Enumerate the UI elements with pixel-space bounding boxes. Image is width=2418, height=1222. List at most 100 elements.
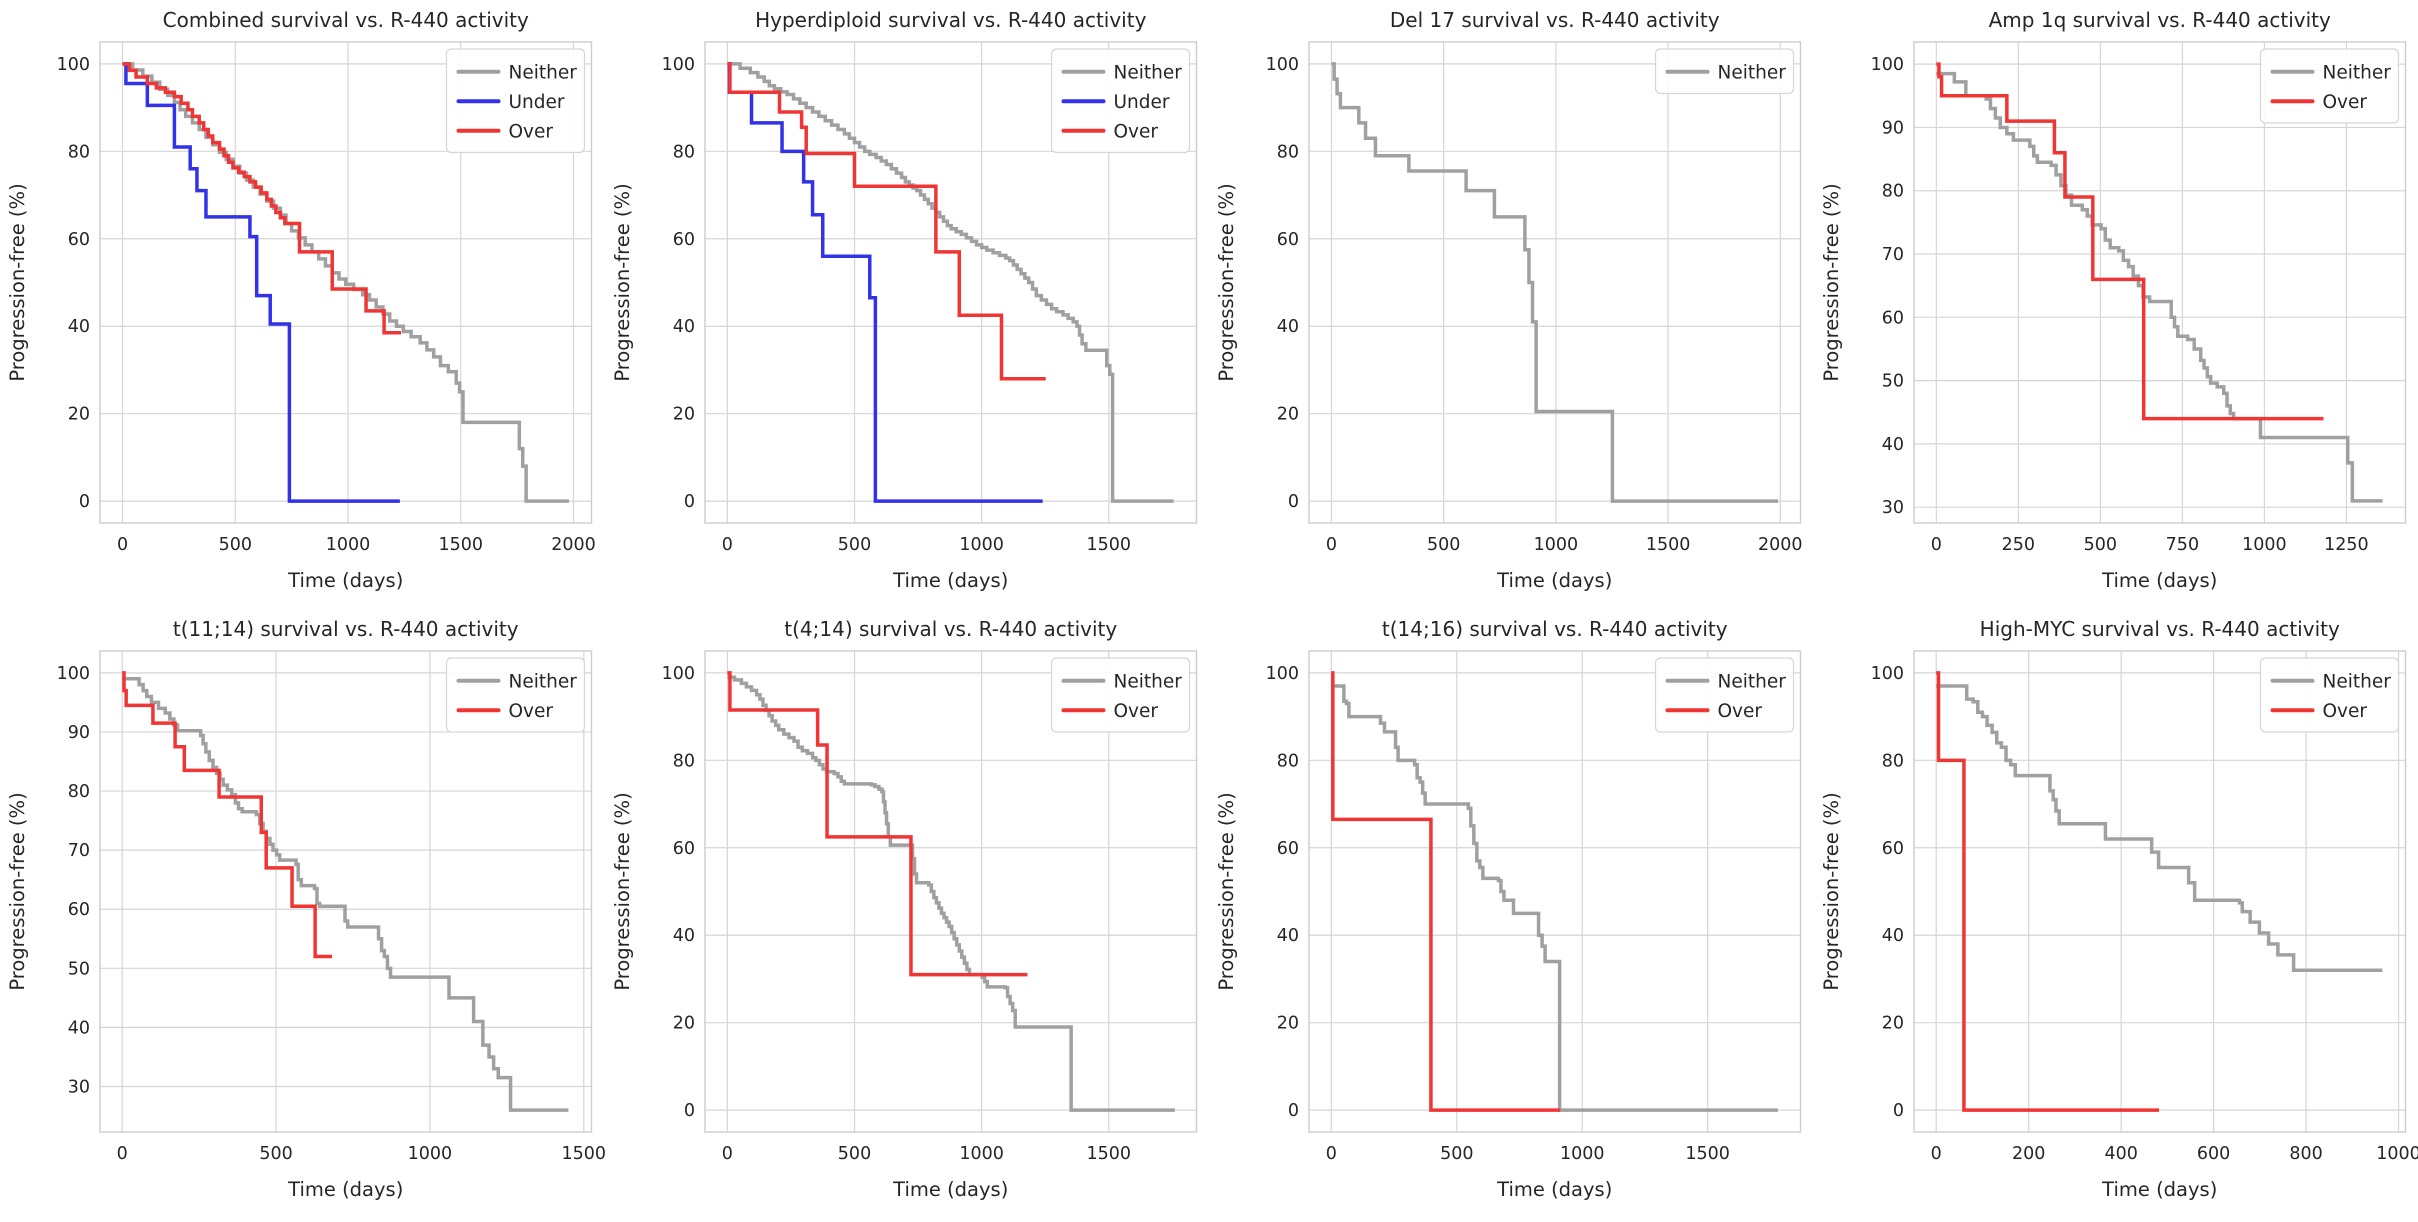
x-axis-label: Time (days) (892, 1178, 1008, 1201)
x-axis-label: Time (days) (287, 1178, 403, 1201)
y-tick-label: 40 (1277, 317, 1299, 337)
y-tick-label: 90 (1881, 118, 1903, 138)
legend-label: Over (2322, 92, 2367, 113)
legend-label: Neither (1718, 62, 1787, 83)
x-tick-label: 500 (1440, 1144, 1473, 1164)
y-axis-label: Progression-free (%) (1215, 183, 1238, 381)
x-tick-label: 1500 (1646, 535, 1691, 555)
y-axis-label: Progression-free (%) (6, 792, 29, 990)
x-tick-label: 0 (1930, 535, 1941, 555)
x-tick-label: 500 (219, 535, 252, 555)
x-axis-label: Time (days) (1496, 1178, 1612, 1201)
x-tick-label: 0 (1326, 535, 1337, 555)
x-tick-label: 0 (117, 1144, 128, 1164)
y-axis-label: Progression-free (%) (611, 183, 634, 381)
legend-label: Under (509, 92, 565, 113)
y-tick-label: 90 (68, 723, 90, 743)
y-tick-label: 20 (1881, 1014, 1903, 1034)
y-tick-label: 0 (1288, 1101, 1299, 1121)
y-tick-label: 60 (68, 900, 90, 920)
y-tick-label: 60 (1277, 230, 1299, 250)
legend-label: Over (1113, 701, 1158, 722)
x-axis-label: Time (days) (2101, 1178, 2217, 1201)
y-axis-label: Progression-free (%) (1820, 792, 1843, 990)
x-tick-label: 2000 (551, 535, 596, 555)
y-tick-label: 20 (1277, 1014, 1299, 1034)
x-tick-label: 1000 (326, 535, 371, 555)
chart-title: High-MYC survival vs. R-440 activity (1979, 617, 2339, 641)
legend-label: Neither (1113, 62, 1182, 83)
chart-title: Amp 1q survival vs. R-440 activity (1988, 8, 2330, 32)
y-tick-label: 20 (68, 405, 90, 425)
y-tick-label: 70 (1881, 245, 1903, 265)
x-tick-label: 500 (2083, 535, 2116, 555)
y-tick-label: 60 (1881, 839, 1903, 859)
y-tick-label: 40 (672, 317, 694, 337)
x-tick-label: 2000 (1758, 535, 1803, 555)
y-tick-label: 60 (1277, 839, 1299, 859)
y-tick-label: 100 (661, 664, 694, 684)
y-tick-label: 20 (672, 1014, 694, 1034)
x-tick-label: 1250 (2324, 535, 2369, 555)
chart-title: t(14;16) survival vs. R-440 activity (1382, 617, 1728, 641)
y-tick-label: 100 (1266, 664, 1299, 684)
y-tick-label: 0 (1892, 1101, 1903, 1121)
x-tick-label: 0 (721, 535, 732, 555)
y-tick-label: 60 (68, 230, 90, 250)
y-tick-label: 0 (79, 492, 90, 512)
y-tick-label: 40 (68, 317, 90, 337)
legend-label: Over (1718, 701, 1763, 722)
y-tick-label: 40 (68, 1018, 90, 1038)
x-tick-label: 500 (837, 535, 870, 555)
plot-background (1309, 42, 1801, 523)
x-tick-label: 1000 (2376, 1144, 2418, 1164)
y-tick-label: 100 (57, 664, 90, 684)
y-tick-label: 80 (1881, 751, 1903, 771)
x-tick-label: 1000 (2242, 535, 2287, 555)
y-tick-label: 0 (683, 1101, 694, 1121)
x-axis-label: Time (days) (1496, 569, 1612, 592)
y-tick-label: 80 (68, 782, 90, 802)
y-tick-label: 100 (1266, 55, 1299, 75)
y-tick-label: 100 (57, 55, 90, 75)
x-axis-label: Time (days) (287, 569, 403, 592)
x-tick-label: 0 (721, 1144, 732, 1164)
y-tick-label: 80 (672, 751, 694, 771)
x-tick-label: 0 (1930, 1144, 1941, 1164)
y-tick-label: 0 (683, 492, 694, 512)
x-tick-label: 1000 (1560, 1144, 1605, 1164)
legend-label: Over (1113, 121, 1158, 142)
x-tick-label: 250 (2001, 535, 2034, 555)
y-tick-label: 40 (1881, 926, 1903, 946)
x-tick-label: 600 (2196, 1144, 2229, 1164)
legend-label: Under (1113, 92, 1169, 113)
x-tick-label: 1000 (1534, 535, 1579, 555)
legend-label: Over (509, 121, 554, 142)
y-axis-label: Progression-free (%) (611, 792, 634, 990)
x-tick-label: 1000 (408, 1144, 453, 1164)
y-tick-label: 80 (672, 142, 694, 162)
x-tick-label: 1500 (1086, 535, 1131, 555)
chart-title: t(11;14) survival vs. R-440 activity (173, 617, 519, 641)
x-tick-label: 0 (1326, 1144, 1337, 1164)
y-tick-label: 50 (68, 959, 90, 979)
x-tick-label: 500 (259, 1144, 292, 1164)
y-tick-label: 20 (1277, 405, 1299, 425)
legend: Neither (1656, 49, 1794, 94)
x-axis-label: Time (days) (2101, 569, 2217, 592)
y-tick-label: 70 (68, 841, 90, 861)
y-axis-label: Progression-free (%) (6, 183, 29, 381)
